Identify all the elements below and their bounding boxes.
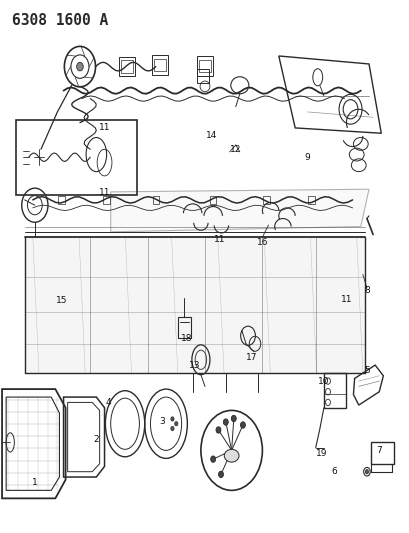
Circle shape (231, 415, 236, 422)
Text: 11: 11 (99, 189, 110, 197)
Bar (370, 442, 393, 464)
Ellipse shape (224, 449, 238, 462)
Bar (196, 69, 209, 83)
Bar (103, 196, 110, 204)
Circle shape (218, 471, 223, 478)
Text: 7: 7 (375, 446, 381, 455)
Polygon shape (110, 189, 368, 232)
Circle shape (216, 427, 220, 433)
Bar (263, 196, 269, 204)
Text: 9: 9 (304, 153, 310, 161)
Bar (152, 196, 159, 204)
Bar (153, 59, 166, 71)
Text: 4: 4 (106, 398, 111, 407)
Text: 2: 2 (93, 435, 99, 444)
Bar (198, 60, 211, 72)
Bar (16, 120, 137, 195)
Circle shape (76, 62, 83, 71)
Text: 6: 6 (330, 467, 336, 476)
Bar (121, 60, 133, 73)
Text: 11: 11 (99, 124, 110, 132)
Text: 5: 5 (363, 366, 369, 375)
Text: 17: 17 (246, 353, 257, 361)
Circle shape (223, 419, 228, 425)
Text: 10: 10 (317, 377, 329, 385)
Bar (209, 196, 216, 204)
Circle shape (210, 456, 215, 462)
Bar (178, 317, 190, 338)
Polygon shape (25, 237, 364, 373)
Bar (323, 373, 346, 408)
Bar (58, 196, 65, 204)
Text: 13: 13 (189, 361, 200, 369)
Circle shape (240, 422, 245, 428)
Circle shape (171, 417, 174, 421)
Text: 18: 18 (180, 334, 192, 343)
Text: 16: 16 (256, 238, 267, 247)
Bar (196, 56, 213, 76)
Text: 6308 1600 A: 6308 1600 A (12, 13, 108, 28)
Text: 14: 14 (205, 132, 216, 140)
Text: 15: 15 (56, 296, 67, 304)
Bar (151, 55, 168, 75)
Text: 1: 1 (32, 478, 38, 487)
Text: 11: 11 (340, 295, 351, 304)
Text: 3: 3 (159, 417, 164, 425)
Bar (308, 196, 314, 204)
Bar (119, 57, 135, 76)
Circle shape (364, 470, 368, 474)
Text: 19: 19 (315, 449, 327, 457)
Text: 12: 12 (229, 145, 241, 154)
Circle shape (174, 422, 178, 426)
Text: 8: 8 (363, 286, 369, 295)
Circle shape (171, 426, 174, 431)
Text: 11: 11 (213, 236, 225, 244)
